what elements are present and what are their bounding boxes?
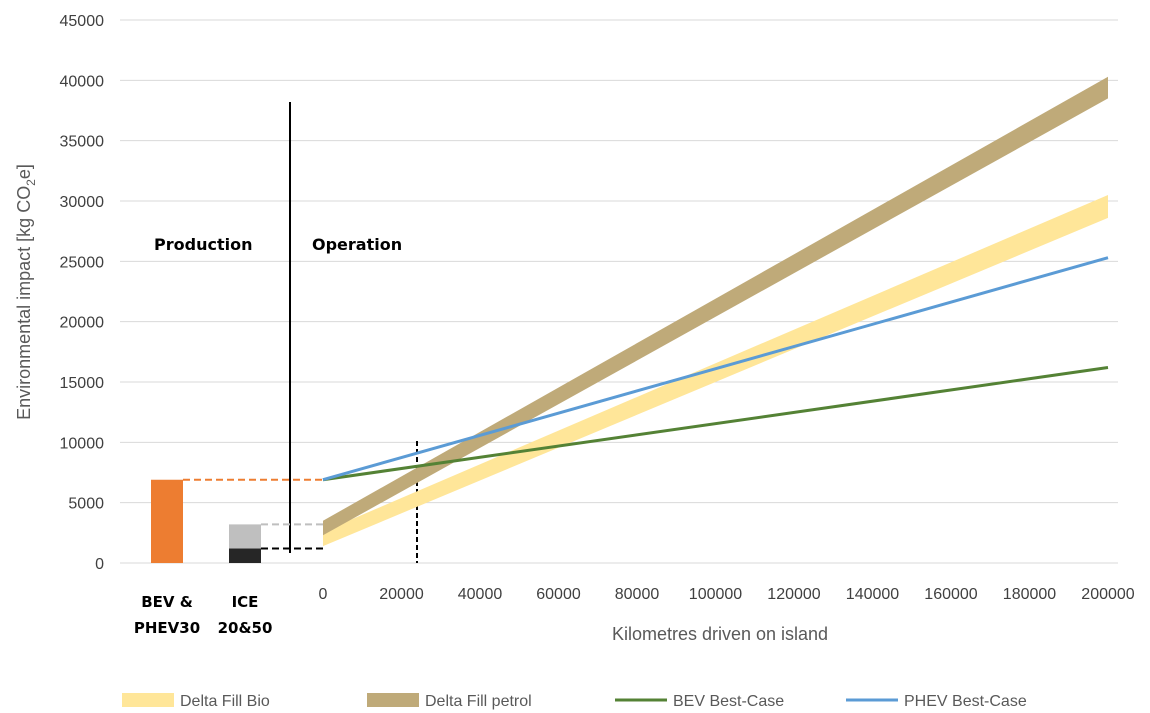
band-delta-fill-bio <box>323 194 1108 547</box>
y-axis-title-end: e] <box>14 164 34 179</box>
x-tick-label: 120000 <box>767 586 820 603</box>
line-bev-best-case <box>322 366 1109 482</box>
y-tick-label: 40000 <box>60 73 105 90</box>
y-tick-label: 0 <box>95 556 104 573</box>
x-tick-label: 20000 <box>379 586 424 603</box>
legend-label: PHEV Best-Case <box>904 693 1027 710</box>
x-tick-label: 100000 <box>689 586 742 603</box>
x-tick-label: 40000 <box>458 586 503 603</box>
production-category-label: PHEV30 <box>134 619 200 637</box>
series-lines <box>322 256 1109 482</box>
y-tick-labels: 0 5000 10000 15000 20000 25000 30000 35000 40000… <box>60 13 105 573</box>
y-tick-label: 35000 <box>60 134 105 151</box>
legend-label: BEV Best-Case <box>673 693 784 710</box>
bar-ice-lower-segment <box>229 548 261 563</box>
x-axis-title: Kilometres driven on island <box>612 624 828 644</box>
production-category-label: 20&50 <box>218 619 273 637</box>
x-tick-labels: 0 20000 40000 60000 80000 100000 120000 140000 1… <box>319 586 1135 603</box>
legend-label: Delta Fill petrol <box>425 693 532 710</box>
y-tick-label: 25000 <box>60 254 105 271</box>
legend-label: Delta Fill Bio <box>180 693 270 710</box>
y-tick-label: 10000 <box>60 435 105 452</box>
production-bars <box>151 479 261 563</box>
legend: Delta Fill Bio Delta Fill petrol BEV Best-… <box>122 693 1027 710</box>
gridlines <box>120 19 1118 564</box>
x-tick-label: 140000 <box>846 586 899 603</box>
y-tick-label: 5000 <box>68 496 104 513</box>
production-category-label: ICE <box>232 593 259 611</box>
band-delta-fill-petrol <box>323 76 1108 536</box>
y-tick-label: 15000 <box>60 375 105 392</box>
x-tick-label: 60000 <box>536 586 581 603</box>
bar-bev-phev30 <box>151 479 183 563</box>
delta-bands <box>323 76 1108 547</box>
x-tick-label: 80000 <box>615 586 660 603</box>
x-tick-label: 0 <box>319 586 328 603</box>
y-tick-label: 20000 <box>60 315 105 332</box>
bar-ice-upper-segment <box>229 524 261 549</box>
y-axis-title-main: Environmental impact [kg CO <box>14 186 34 420</box>
y-axis-title: Environmental impact [kg CO2e] <box>14 164 38 420</box>
y-axis-title-subscript: 2 <box>24 179 38 186</box>
x-tick-label: 200000 <box>1081 586 1134 603</box>
production-category-labels: BEV & PHEV30 ICE 20&50 <box>134 593 273 637</box>
x-tick-label: 180000 <box>1003 586 1056 603</box>
operation-section-label: Operation <box>312 235 402 254</box>
line-phev-best-case <box>322 256 1109 482</box>
y-tick-label: 30000 <box>60 194 105 211</box>
production-category-label: BEV & <box>141 593 193 611</box>
y-tick-label: 45000 <box>60 13 105 30</box>
x-tick-label: 160000 <box>924 586 977 603</box>
legend-swatch <box>122 693 174 707</box>
legend-swatch <box>367 693 419 707</box>
production-section-label: Production <box>154 235 252 254</box>
